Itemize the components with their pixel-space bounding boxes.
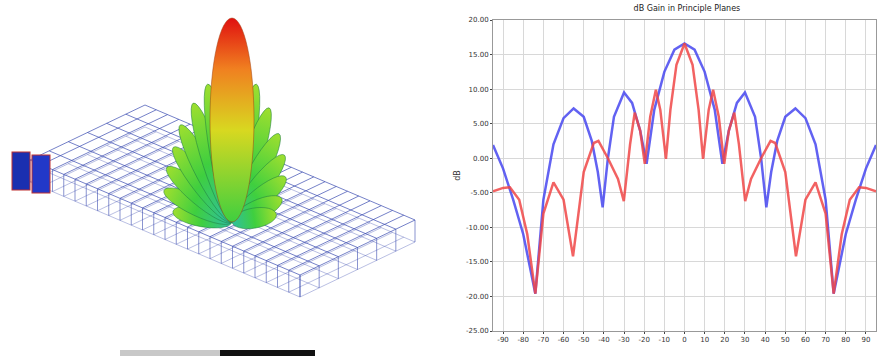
svg-text:10.00: 10.00 — [469, 86, 489, 94]
svg-text:-20: -20 — [638, 336, 649, 344]
svg-text:90: 90 — [861, 336, 870, 344]
svg-text:60: 60 — [801, 336, 810, 344]
svg-text:0.00: 0.00 — [473, 155, 489, 163]
svg-text:50: 50 — [781, 336, 790, 344]
svg-text:-90: -90 — [497, 336, 508, 344]
svg-text:20.00: 20.00 — [469, 16, 489, 24]
svg-text:-20.00: -20.00 — [466, 293, 489, 301]
svg-text:-60: -60 — [558, 336, 569, 344]
svg-text:30: 30 — [741, 336, 750, 344]
svg-text:-50: -50 — [578, 336, 589, 344]
svg-text:-10: -10 — [659, 336, 670, 344]
svg-text:-30: -30 — [618, 336, 629, 344]
svg-text:0: 0 — [682, 336, 686, 344]
svg-text:-25.00: -25.00 — [466, 327, 489, 335]
svg-text:40: 40 — [761, 336, 770, 344]
svg-text:70: 70 — [821, 336, 830, 344]
svg-text:-5.00: -5.00 — [470, 189, 488, 197]
svg-text:-70: -70 — [538, 336, 549, 344]
svg-text:15.00: 15.00 — [469, 51, 489, 59]
svg-text:20: 20 — [720, 336, 729, 344]
svg-text:-15.00: -15.00 — [466, 258, 489, 266]
svg-text:-40: -40 — [598, 336, 609, 344]
svg-text:-10.00: -10.00 — [466, 224, 489, 232]
svg-text:-80: -80 — [518, 336, 529, 344]
svg-text:dB: dB — [453, 170, 462, 181]
svg-text:dB Gain in Principle Planes: dB Gain in Principle Planes — [634, 4, 741, 13]
svg-text:80: 80 — [841, 336, 850, 344]
svg-text:10: 10 — [700, 336, 709, 344]
svg-text:5.00: 5.00 — [473, 120, 489, 128]
